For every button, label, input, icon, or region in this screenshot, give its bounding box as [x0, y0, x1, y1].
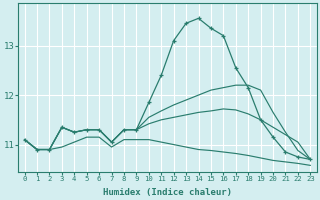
X-axis label: Humidex (Indice chaleur): Humidex (Indice chaleur)	[103, 188, 232, 197]
